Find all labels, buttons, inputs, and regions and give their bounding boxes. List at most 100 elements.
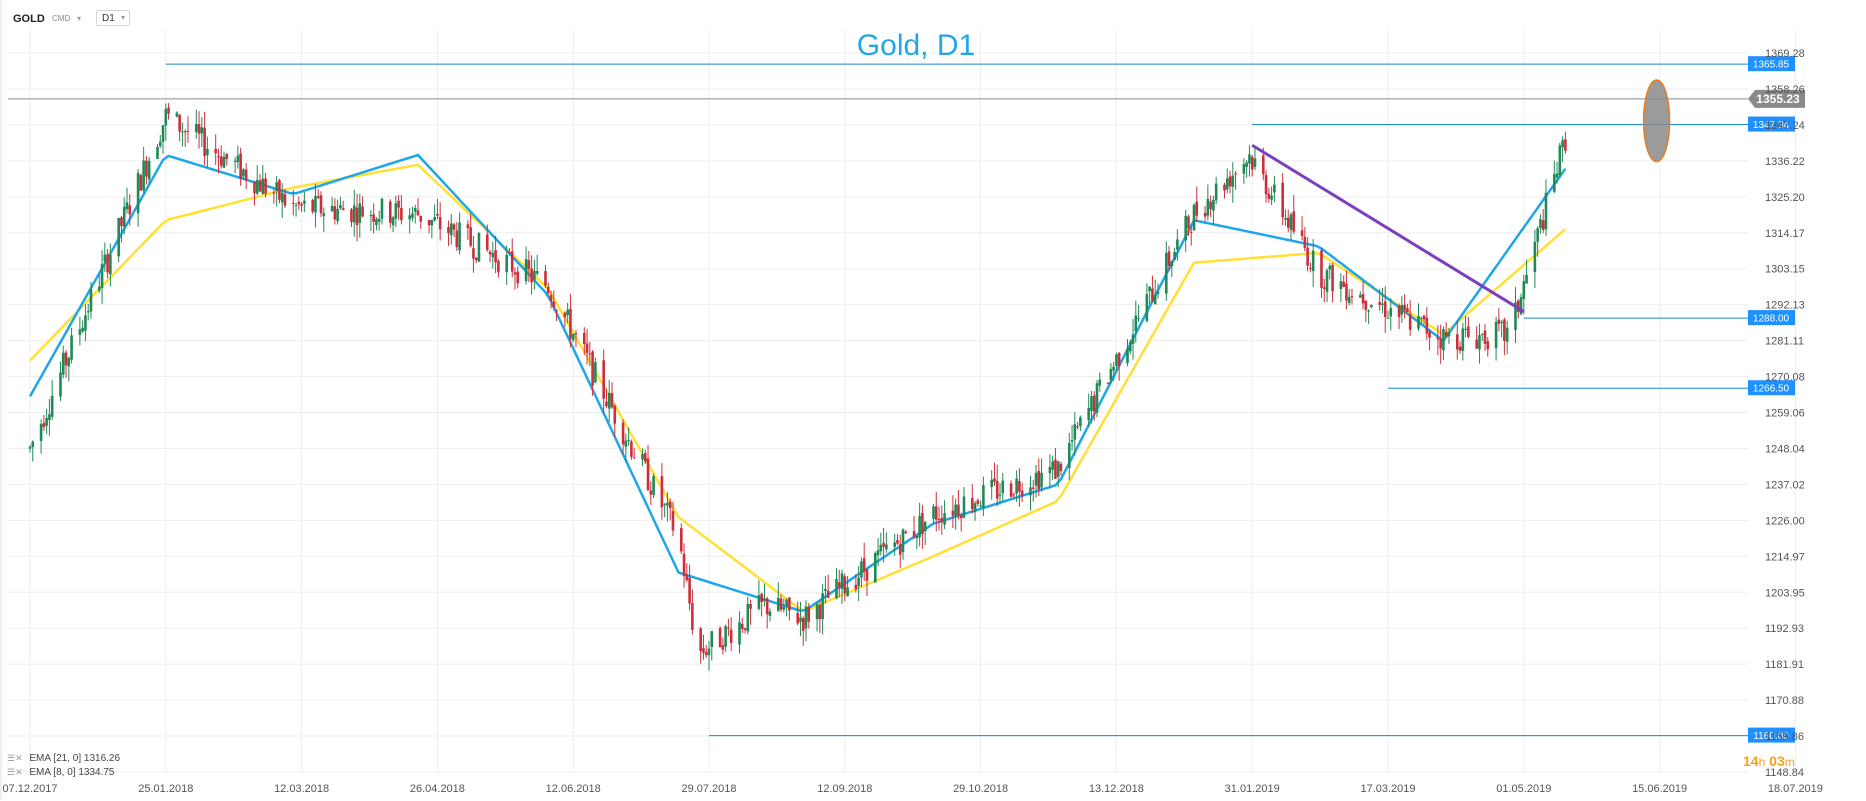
candle-body: [724, 626, 727, 647]
candle-body: [1322, 287, 1326, 289]
timer-hours: 14: [1743, 753, 1759, 769]
candle-body: [1079, 417, 1082, 427]
candle-body: [954, 504, 957, 517]
candle-body: [1073, 424, 1077, 440]
ema-21-line: [29, 163, 1567, 612]
candle-body: [1253, 158, 1257, 167]
candle-body: [1381, 303, 1384, 305]
candle-body: [1309, 267, 1312, 269]
candle-body: [158, 141, 162, 147]
candle-body: [1458, 346, 1462, 351]
candle-body: [1250, 156, 1254, 170]
timeframe-select[interactable]: D1 ▾: [96, 10, 130, 26]
candle-body: [934, 506, 938, 520]
candle-body: [1018, 480, 1021, 492]
candle-body: [1231, 175, 1235, 187]
candle-body: [815, 603, 819, 620]
candle-body: [835, 578, 838, 599]
legend-ema-8[interactable]: ☰✕ EMA [8, 0] 1334.75: [7, 767, 114, 778]
candle-body: [757, 595, 761, 609]
candle-body: [1442, 329, 1445, 351]
candle-body: [799, 617, 802, 622]
x-tick-label: 12.06.2018: [546, 783, 601, 795]
candle-body: [1444, 332, 1448, 337]
candle-body: [1361, 294, 1365, 304]
candle-body: [1325, 270, 1329, 292]
list-icon[interactable]: ☰✕: [7, 753, 23, 763]
candle-body: [336, 208, 339, 222]
candle-body: [982, 485, 985, 508]
legend-ema-21[interactable]: ☰✕ EMA [21, 0] 1316.26: [7, 753, 120, 764]
levels-layer: 1365.85 1347.34 1288.00 1266.50 1160.00 1355.…: [8, 56, 1805, 743]
candle-body: [718, 628, 722, 648]
candle-body: [491, 253, 495, 258]
candle-body: [1090, 396, 1093, 411]
candle-body: [175, 112, 179, 117]
candle-body: [1151, 288, 1154, 302]
candle-body: [1187, 216, 1190, 229]
candle-body: [1516, 300, 1520, 313]
candle-body: [1439, 339, 1442, 349]
x-tick-label: 12.09.2018: [817, 783, 872, 795]
y-tick-label: 1292.13: [1765, 300, 1805, 312]
candle-body: [411, 213, 414, 218]
candle-body: [882, 542, 885, 547]
candle-body: [1519, 297, 1523, 315]
y-tick-label: 1281.11: [1765, 336, 1804, 348]
candle-body: [341, 208, 345, 211]
candle-body: [64, 352, 68, 366]
candle-body: [128, 205, 132, 215]
candle-body: [1184, 215, 1187, 241]
candle-body: [940, 517, 944, 523]
candle-body: [1245, 162, 1248, 167]
candle-body: [200, 127, 204, 134]
candle-body: [1364, 300, 1368, 310]
candle-body: [1311, 250, 1315, 272]
candle-body: [1203, 212, 1207, 217]
candle-body: [1001, 480, 1005, 494]
candle-body: [574, 333, 578, 335]
candle-body: [1261, 155, 1265, 175]
trendline: [1251, 143, 1525, 313]
candle-body: [438, 216, 442, 230]
candle-body: [904, 531, 908, 534]
candle-body: [679, 528, 683, 552]
candle-body: [67, 357, 71, 367]
ema-21-layer: [29, 163, 1567, 612]
candle-body: [1389, 307, 1393, 317]
candle-body: [546, 286, 550, 293]
candle-body: [918, 515, 921, 538]
candle-body: [1464, 328, 1467, 330]
candle-body: [433, 216, 436, 221]
candle-body: [1112, 366, 1115, 371]
candle-body: [571, 334, 575, 341]
candle-body: [896, 539, 899, 544]
instrument-type-label[interactable]: CMD: [52, 14, 71, 23]
candle-body: [242, 169, 245, 177]
candle-body: [1054, 459, 1057, 479]
candle-body: [699, 628, 702, 651]
candle-body: [533, 270, 536, 281]
candle-body: [84, 315, 87, 331]
candle-body: [688, 577, 691, 604]
candle-body: [117, 217, 120, 257]
candle-body: [1225, 178, 1229, 190]
candle-body: [1167, 251, 1171, 267]
candle-body: [1051, 461, 1054, 470]
candle-body: [782, 607, 786, 610]
list-icon[interactable]: ☰✕: [7, 767, 23, 777]
candle-body: [400, 207, 403, 221]
candle-body: [1109, 368, 1113, 381]
y-tick-label: 1325.20: [1765, 192, 1805, 204]
symbol-label[interactable]: GOLD: [13, 13, 45, 25]
candle-body: [951, 510, 955, 516]
candle-body: [358, 203, 362, 223]
candle-body: [846, 587, 849, 597]
candle-body: [322, 213, 326, 217]
candle-body: [1284, 217, 1287, 220]
candle-body: [652, 476, 655, 495]
chevron-down-icon[interactable]: ▾: [77, 14, 82, 23]
candle-body: [1164, 252, 1168, 294]
candle-body: [594, 362, 597, 383]
